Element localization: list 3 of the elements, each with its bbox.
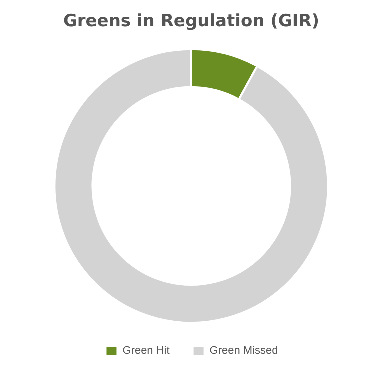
legend-label: Green Missed (210, 345, 278, 357)
legend-label: Green Hit (122, 345, 170, 357)
chart-title: Greens in Regulation (GIR) (63, 12, 320, 32)
